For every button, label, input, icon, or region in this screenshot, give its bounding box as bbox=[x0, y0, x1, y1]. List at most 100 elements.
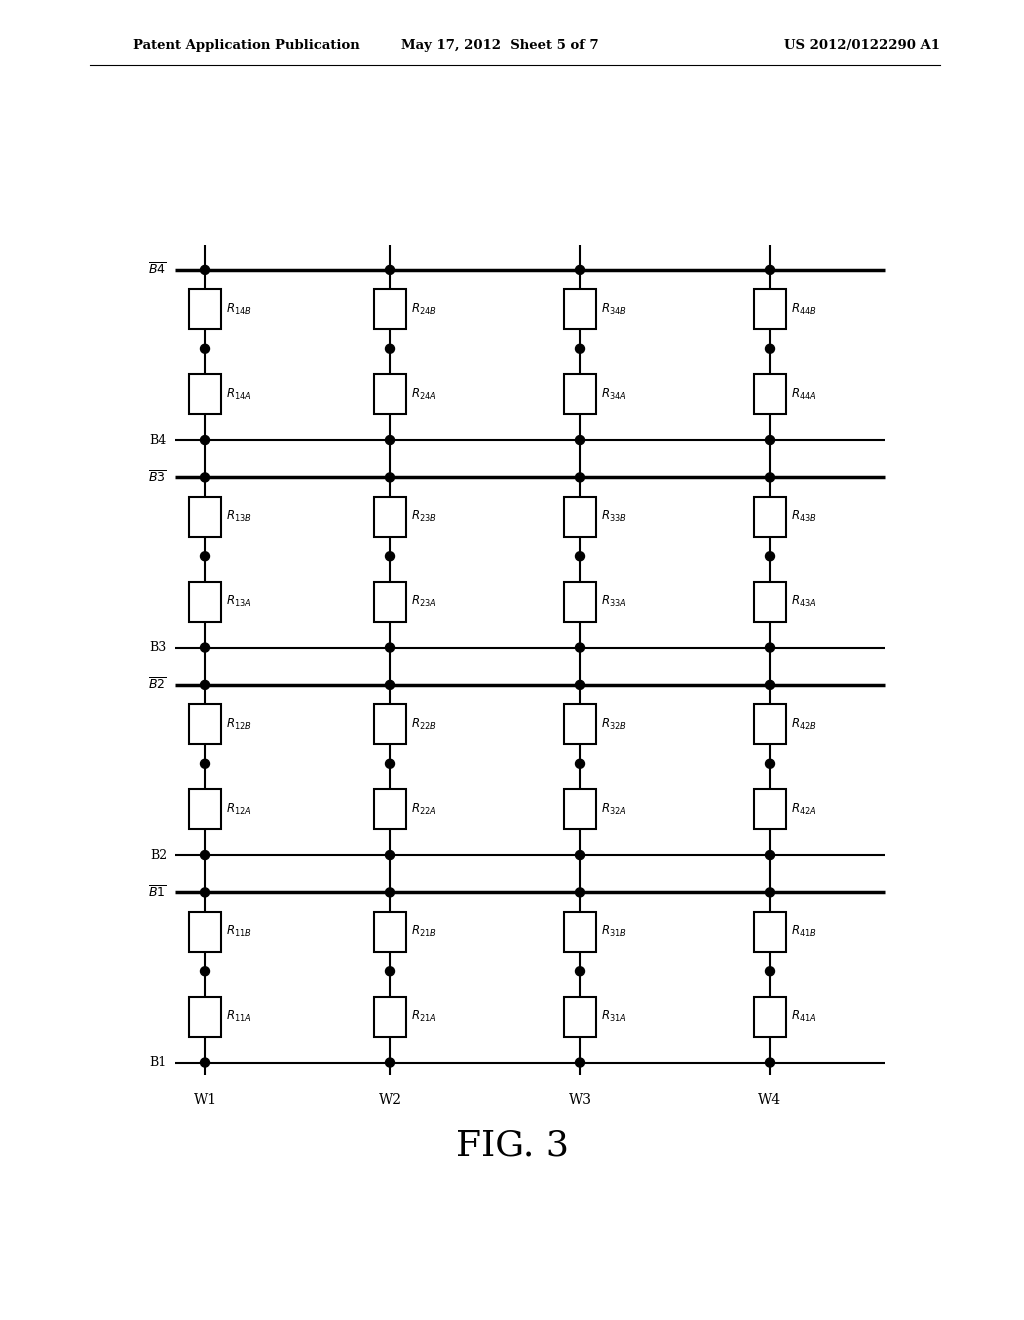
Text: $\overline{B1}$: $\overline{B1}$ bbox=[148, 884, 167, 900]
Circle shape bbox=[766, 473, 774, 482]
Circle shape bbox=[575, 643, 585, 652]
Text: $R_{21B}$: $R_{21B}$ bbox=[411, 924, 437, 940]
Circle shape bbox=[575, 850, 585, 859]
Bar bbox=[754, 496, 786, 537]
Circle shape bbox=[766, 265, 774, 275]
Bar bbox=[754, 789, 786, 829]
Text: $R_{12A}$: $R_{12A}$ bbox=[226, 801, 252, 817]
Circle shape bbox=[385, 759, 394, 768]
Circle shape bbox=[575, 680, 585, 689]
Bar bbox=[374, 375, 406, 414]
Circle shape bbox=[201, 265, 210, 275]
Bar bbox=[374, 705, 406, 744]
Circle shape bbox=[385, 966, 394, 975]
Bar bbox=[564, 997, 596, 1038]
Bar bbox=[754, 912, 786, 952]
Circle shape bbox=[385, 436, 394, 445]
Circle shape bbox=[385, 850, 394, 859]
Circle shape bbox=[575, 1059, 585, 1067]
Text: $\overline{B2}$: $\overline{B2}$ bbox=[148, 677, 167, 693]
Bar bbox=[189, 705, 221, 744]
Text: US 2012/0122290 A1: US 2012/0122290 A1 bbox=[784, 40, 940, 51]
Text: $R_{13B}$: $R_{13B}$ bbox=[226, 510, 252, 524]
Text: $R_{42B}$: $R_{42B}$ bbox=[791, 717, 817, 731]
Circle shape bbox=[201, 436, 210, 445]
Text: $R_{43B}$: $R_{43B}$ bbox=[791, 510, 817, 524]
Text: $R_{21A}$: $R_{21A}$ bbox=[411, 1010, 436, 1024]
Bar bbox=[564, 496, 596, 537]
Circle shape bbox=[385, 473, 394, 482]
Circle shape bbox=[766, 1059, 774, 1067]
Text: W3: W3 bbox=[568, 1093, 592, 1107]
Circle shape bbox=[766, 850, 774, 859]
Circle shape bbox=[201, 643, 210, 652]
Bar bbox=[754, 705, 786, 744]
Bar bbox=[564, 375, 596, 414]
Text: $R_{31B}$: $R_{31B}$ bbox=[601, 924, 627, 940]
Text: $R_{11B}$: $R_{11B}$ bbox=[226, 924, 252, 940]
Bar bbox=[564, 789, 596, 829]
Text: $R_{12B}$: $R_{12B}$ bbox=[226, 717, 252, 731]
Text: $R_{42A}$: $R_{42A}$ bbox=[791, 801, 817, 817]
Circle shape bbox=[201, 759, 210, 768]
Bar bbox=[754, 375, 786, 414]
Text: $R_{24B}$: $R_{24B}$ bbox=[411, 302, 437, 317]
Text: B2: B2 bbox=[150, 849, 167, 862]
Circle shape bbox=[766, 888, 774, 896]
Bar bbox=[189, 997, 221, 1038]
Text: $R_{23A}$: $R_{23A}$ bbox=[411, 594, 436, 610]
Circle shape bbox=[766, 643, 774, 652]
Circle shape bbox=[575, 552, 585, 561]
Bar bbox=[374, 997, 406, 1038]
Bar bbox=[189, 582, 221, 622]
Text: $R_{24A}$: $R_{24A}$ bbox=[411, 387, 436, 403]
Text: $R_{14A}$: $R_{14A}$ bbox=[226, 387, 252, 403]
Text: W1: W1 bbox=[194, 1093, 216, 1107]
Bar bbox=[564, 912, 596, 952]
Bar bbox=[189, 375, 221, 414]
Circle shape bbox=[575, 966, 585, 975]
Text: $R_{22A}$: $R_{22A}$ bbox=[411, 801, 436, 817]
Text: $R_{32A}$: $R_{32A}$ bbox=[601, 801, 627, 817]
Text: Patent Application Publication: Patent Application Publication bbox=[133, 40, 359, 51]
Circle shape bbox=[575, 436, 585, 445]
Bar bbox=[189, 289, 221, 329]
Circle shape bbox=[575, 265, 585, 275]
Circle shape bbox=[575, 888, 585, 896]
Circle shape bbox=[766, 759, 774, 768]
Text: $\overline{B3}$: $\overline{B3}$ bbox=[148, 470, 167, 486]
Bar bbox=[564, 289, 596, 329]
Bar bbox=[754, 582, 786, 622]
Text: $R_{41B}$: $R_{41B}$ bbox=[791, 924, 817, 940]
Text: $R_{41A}$: $R_{41A}$ bbox=[791, 1010, 817, 1024]
Circle shape bbox=[766, 966, 774, 975]
Text: $R_{34A}$: $R_{34A}$ bbox=[601, 387, 627, 403]
Bar bbox=[374, 496, 406, 537]
Bar bbox=[189, 496, 221, 537]
Text: $R_{33B}$: $R_{33B}$ bbox=[601, 510, 627, 524]
Text: $R_{13A}$: $R_{13A}$ bbox=[226, 594, 252, 610]
Text: $R_{22B}$: $R_{22B}$ bbox=[411, 717, 437, 731]
Text: $R_{23B}$: $R_{23B}$ bbox=[411, 510, 437, 524]
Text: W2: W2 bbox=[379, 1093, 401, 1107]
Bar bbox=[374, 582, 406, 622]
Circle shape bbox=[201, 1059, 210, 1067]
Text: $R_{34B}$: $R_{34B}$ bbox=[601, 302, 627, 317]
Circle shape bbox=[385, 552, 394, 561]
Text: W4: W4 bbox=[759, 1093, 781, 1107]
Circle shape bbox=[385, 888, 394, 896]
Text: B3: B3 bbox=[150, 642, 167, 653]
Circle shape bbox=[385, 1059, 394, 1067]
Bar bbox=[754, 289, 786, 329]
Circle shape bbox=[201, 850, 210, 859]
Bar bbox=[564, 705, 596, 744]
Bar bbox=[189, 912, 221, 952]
Circle shape bbox=[201, 888, 210, 896]
Text: $\overline{B4}$: $\overline{B4}$ bbox=[148, 263, 167, 277]
Circle shape bbox=[766, 680, 774, 689]
Circle shape bbox=[766, 345, 774, 354]
Circle shape bbox=[766, 552, 774, 561]
Bar bbox=[189, 789, 221, 829]
Circle shape bbox=[201, 473, 210, 482]
Bar bbox=[374, 912, 406, 952]
